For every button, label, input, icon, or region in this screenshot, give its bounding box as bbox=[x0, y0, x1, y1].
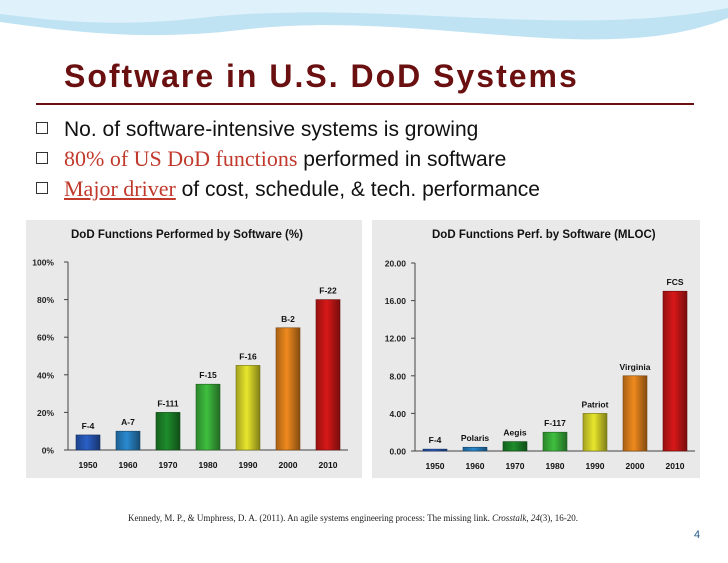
y-tick-label: 60% bbox=[37, 333, 54, 343]
bar-data-label: Aegis bbox=[503, 428, 526, 438]
x-tick-label: 1960 bbox=[119, 460, 138, 470]
x-tick-label: 1950 bbox=[426, 461, 445, 471]
bullet-highlight-link[interactable]: Major driver bbox=[64, 176, 176, 201]
bullet-box-icon bbox=[36, 152, 48, 165]
bar-data-label: F-16 bbox=[239, 351, 257, 361]
bullet-item: Major driver of cost, schedule, & tech. … bbox=[36, 176, 540, 204]
bullet-box-icon bbox=[36, 122, 48, 135]
chart-title: DoD Functions Performed by Software (%) bbox=[71, 229, 303, 241]
bar bbox=[195, 383, 221, 451]
bullet-item: 80% of US DoD functions performed in sof… bbox=[36, 146, 506, 174]
bar-data-label: Virginia bbox=[619, 362, 650, 372]
bar-data-label: F-15 bbox=[199, 370, 217, 380]
page-number: 4 bbox=[694, 529, 701, 541]
y-tick-label: 16.00 bbox=[385, 296, 407, 306]
chart-panel-percent: DoD Functions Performed by Software (%) 0… bbox=[26, 220, 362, 478]
y-tick-label: 0% bbox=[42, 446, 55, 456]
x-tick-label: 1970 bbox=[159, 460, 178, 470]
bar-data-label: Polaris bbox=[461, 433, 490, 443]
bar bbox=[502, 441, 528, 452]
y-tick-label: 8.00 bbox=[389, 371, 406, 381]
x-tick-label: 1980 bbox=[199, 460, 218, 470]
title-divider bbox=[36, 103, 694, 105]
x-tick-label: 1950 bbox=[79, 460, 98, 470]
bar bbox=[75, 434, 101, 451]
x-tick-label: 2010 bbox=[666, 461, 685, 471]
y-tick-label: 20% bbox=[37, 408, 54, 418]
bar bbox=[155, 412, 181, 451]
x-tick-label: 2010 bbox=[319, 460, 338, 470]
x-tick-label: 1970 bbox=[506, 461, 525, 471]
bar-data-label: F-111 bbox=[157, 398, 179, 408]
chart-percent: DoD Functions Performed by Software (%) 0… bbox=[32, 229, 348, 470]
bar-data-label: F-117 bbox=[544, 418, 566, 428]
bullet-box-icon bbox=[36, 182, 48, 195]
x-tick-label: 1990 bbox=[239, 460, 258, 470]
bar-data-label: F-4 bbox=[429, 435, 442, 445]
bullet-text: performed in software bbox=[297, 148, 507, 171]
y-tick-label: 4.00 bbox=[389, 409, 406, 419]
bar bbox=[275, 327, 301, 451]
x-tick-label: 2000 bbox=[626, 461, 645, 471]
bar bbox=[315, 299, 341, 451]
x-tick-label: 2000 bbox=[279, 460, 298, 470]
x-tick-label: 1980 bbox=[546, 461, 565, 471]
bar bbox=[115, 430, 141, 451]
y-tick-label: 80% bbox=[37, 295, 54, 305]
bar bbox=[582, 413, 608, 452]
y-tick-label: 100% bbox=[32, 258, 54, 268]
bar-data-label: FCS bbox=[667, 277, 684, 287]
chart-mloc: DoD Functions Perf. by Software (MLOC) 0.… bbox=[385, 229, 695, 471]
bullet-text: No. of software-intensive systems is gro… bbox=[64, 118, 479, 141]
citation-text: Kennedy, M. P., & Umphress, D. A. (2011)… bbox=[128, 513, 493, 523]
bullet-highlight: 80% of US DoD functions bbox=[64, 146, 298, 171]
bar bbox=[235, 365, 261, 451]
x-tick-label: 1990 bbox=[586, 461, 605, 471]
citation: Kennedy, M. P., & Umphress, D. A. (2011)… bbox=[128, 513, 578, 523]
chart-panel-mloc: DoD Functions Perf. by Software (MLOC) 0.… bbox=[372, 220, 700, 478]
bar-data-label: B-2 bbox=[281, 314, 295, 324]
bar bbox=[622, 375, 648, 452]
y-tick-label: 20.00 bbox=[385, 259, 407, 269]
chart-title: DoD Functions Perf. by Software (MLOC) bbox=[432, 229, 656, 241]
bullet-item: No. of software-intensive systems is gro… bbox=[36, 118, 478, 146]
bar bbox=[542, 431, 568, 452]
citation-issue: (3), 16-20. bbox=[539, 513, 579, 523]
x-tick-label: 1960 bbox=[466, 461, 485, 471]
bar-data-label: Patriot bbox=[582, 399, 609, 409]
bar bbox=[462, 446, 488, 452]
bar bbox=[422, 448, 448, 452]
citation-journal: Crosstalk, 24 bbox=[492, 513, 540, 523]
bar bbox=[662, 290, 688, 452]
y-tick-label: 12.00 bbox=[385, 334, 407, 344]
y-tick-label: 0.00 bbox=[389, 447, 406, 457]
bar-data-label: F-4 bbox=[82, 421, 95, 431]
bar-data-label: A-7 bbox=[121, 417, 135, 427]
bar-data-label: F-22 bbox=[319, 286, 337, 296]
y-tick-label: 40% bbox=[37, 370, 54, 380]
bullet-text: of cost, schedule, & tech. performance bbox=[175, 178, 540, 201]
header-wave-decoration bbox=[0, 0, 728, 40]
slide-title: Software in U.S. DoD Systems bbox=[64, 58, 579, 94]
